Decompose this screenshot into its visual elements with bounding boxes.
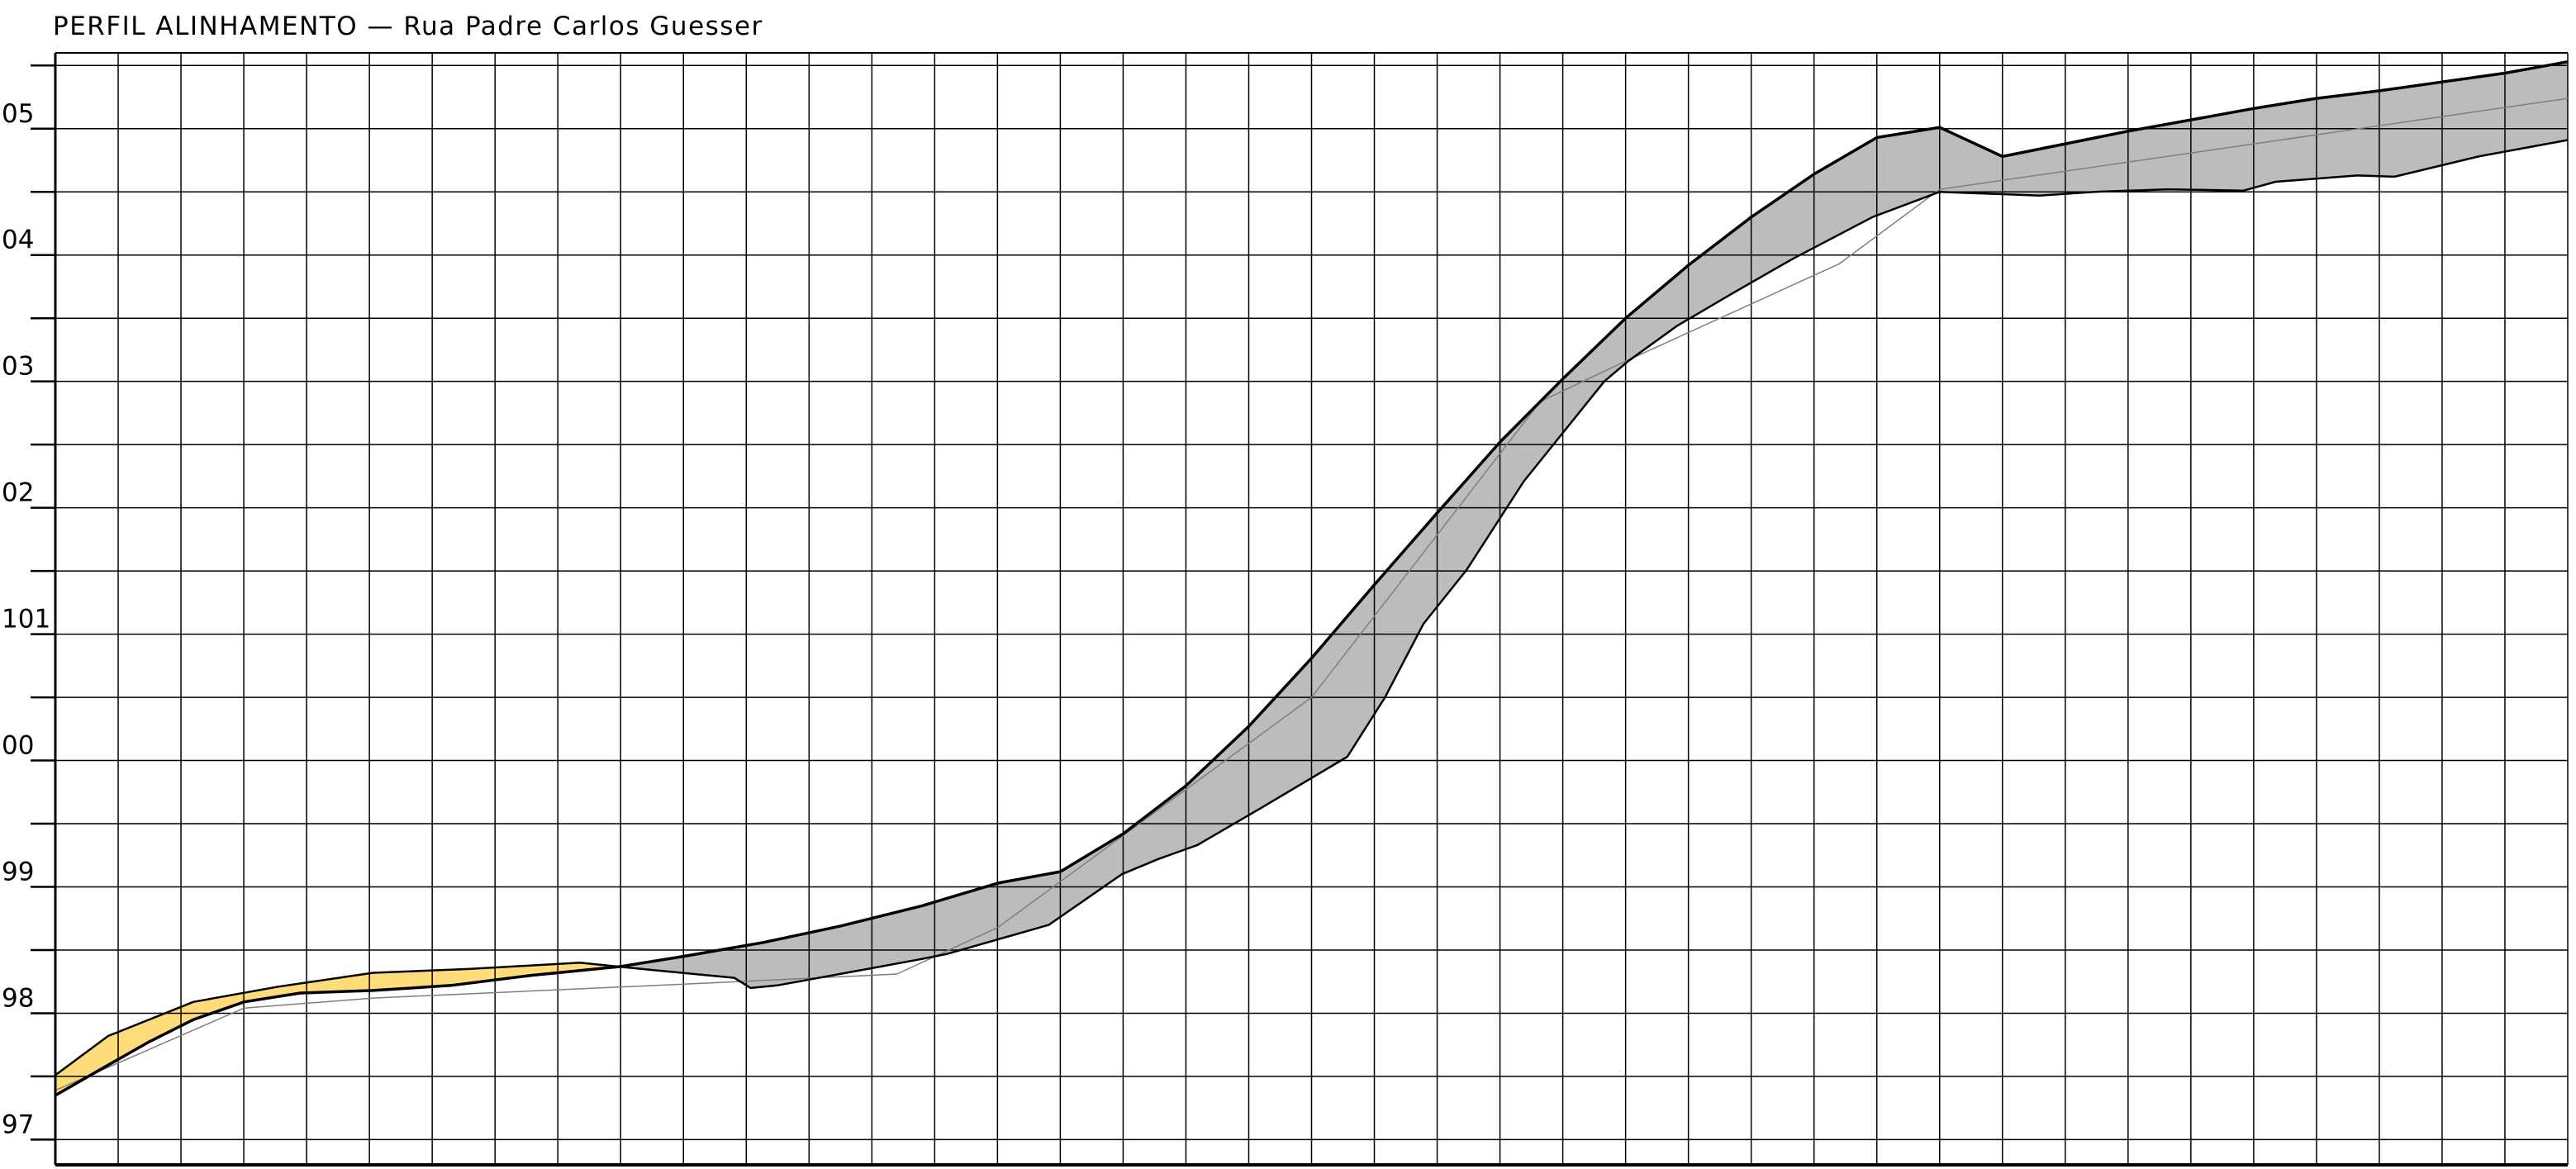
y-tick-label: 97 xyxy=(2,1110,34,1139)
y-tick-label: 04 xyxy=(2,226,34,255)
y-tick-label: 98 xyxy=(2,983,34,1013)
y-tick-label: 00 xyxy=(2,731,34,761)
y-tick-label: 101 xyxy=(2,605,50,634)
y-tick-label: 05 xyxy=(2,99,34,129)
y-tick-label: 03 xyxy=(2,352,34,382)
design-line xyxy=(55,59,2569,1097)
cut-area-0 xyxy=(55,962,620,1095)
fill-area-1 xyxy=(619,61,2568,988)
axes xyxy=(54,52,2568,1167)
fill-areas xyxy=(55,61,2568,1095)
reference-line xyxy=(55,97,2569,1091)
profile-lines xyxy=(55,59,2569,1097)
y-tick-labels: 97 98 99 00 101 02 03 04 05 xyxy=(2,99,50,1140)
y-tick-label: 02 xyxy=(2,478,34,508)
y-tick-label: 99 xyxy=(2,858,34,887)
grid xyxy=(31,53,2569,1165)
chart-title: PERFIL ALINHAMENTO — Rua Padre Carlos Gu… xyxy=(53,12,763,41)
